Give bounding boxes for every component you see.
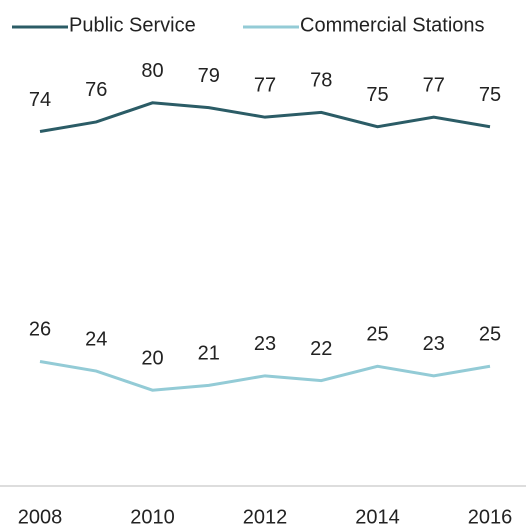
data-label: 77	[254, 74, 276, 96]
data-label: 26	[29, 319, 51, 341]
data-label: 23	[423, 333, 445, 355]
legend-label: Commercial Stations	[300, 14, 485, 36]
data-label: 24	[85, 328, 107, 350]
data-label: 22	[310, 338, 332, 360]
series-line	[39, 359, 491, 392]
data-label: 76	[85, 79, 107, 101]
data-label: 75	[479, 84, 501, 106]
x-tick-label: 2016	[468, 506, 513, 528]
x-tick-label: 2010	[130, 506, 175, 528]
x-tick-label: 2008	[18, 506, 63, 528]
data-label: 20	[141, 347, 163, 369]
data-label: 25	[479, 324, 501, 346]
data-label: 80	[141, 60, 163, 82]
series-line	[39, 101, 491, 134]
legend-label: Public Service	[69, 14, 196, 36]
data-label: 74	[29, 89, 51, 111]
data-label: 21	[198, 343, 220, 365]
x-tick-label: 2012	[243, 506, 288, 528]
data-label: 25	[366, 324, 388, 346]
data-label: 75	[366, 84, 388, 106]
data-label: 78	[310, 70, 332, 92]
data-label: 23	[254, 333, 276, 355]
data-label: 77	[423, 74, 445, 96]
data-label: 79	[198, 65, 220, 87]
x-tick-label: 2014	[355, 506, 400, 528]
